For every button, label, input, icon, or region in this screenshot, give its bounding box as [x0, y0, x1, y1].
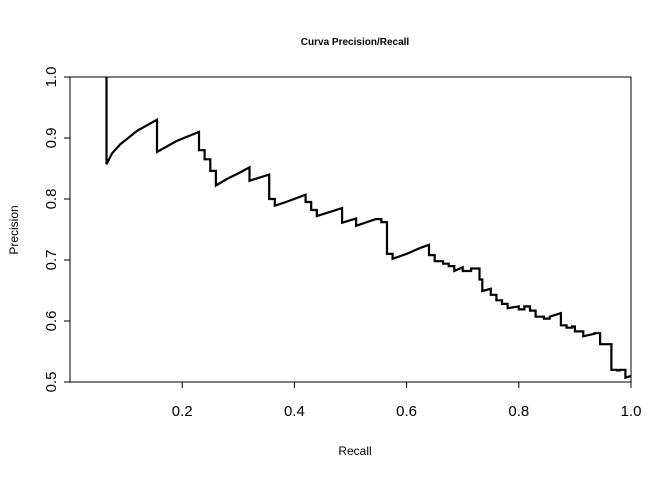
y-tick-label: 0.5 [43, 372, 60, 393]
x-tick-label: 0.4 [284, 403, 305, 420]
x-axis: 0.2 0.4 0.6 0.8 1.0 [172, 382, 642, 420]
precision-recall-curve [105, 77, 632, 380]
y-tick-label: 1.0 [43, 67, 60, 88]
x-tick-label: 0.6 [396, 403, 417, 420]
x-axis-label: Recall [338, 444, 371, 458]
y-tick-label: 0.6 [43, 311, 60, 332]
y-tick-label: 0.9 [43, 128, 60, 149]
y-tick-label: 0.7 [43, 250, 60, 271]
plot-frame [69, 76, 632, 383]
x-tick-label: 0.8 [508, 403, 529, 420]
y-tick-label: 0.8 [43, 189, 60, 210]
x-tick-label: 1.0 [621, 403, 642, 420]
x-tick-label: 0.2 [172, 403, 193, 420]
chart-title: Curva Precision/Recall [301, 37, 410, 48]
y-axis-label: Precision [7, 205, 21, 254]
y-axis: 0.5 0.6 0.7 0.8 0.9 1.0 [43, 67, 70, 393]
